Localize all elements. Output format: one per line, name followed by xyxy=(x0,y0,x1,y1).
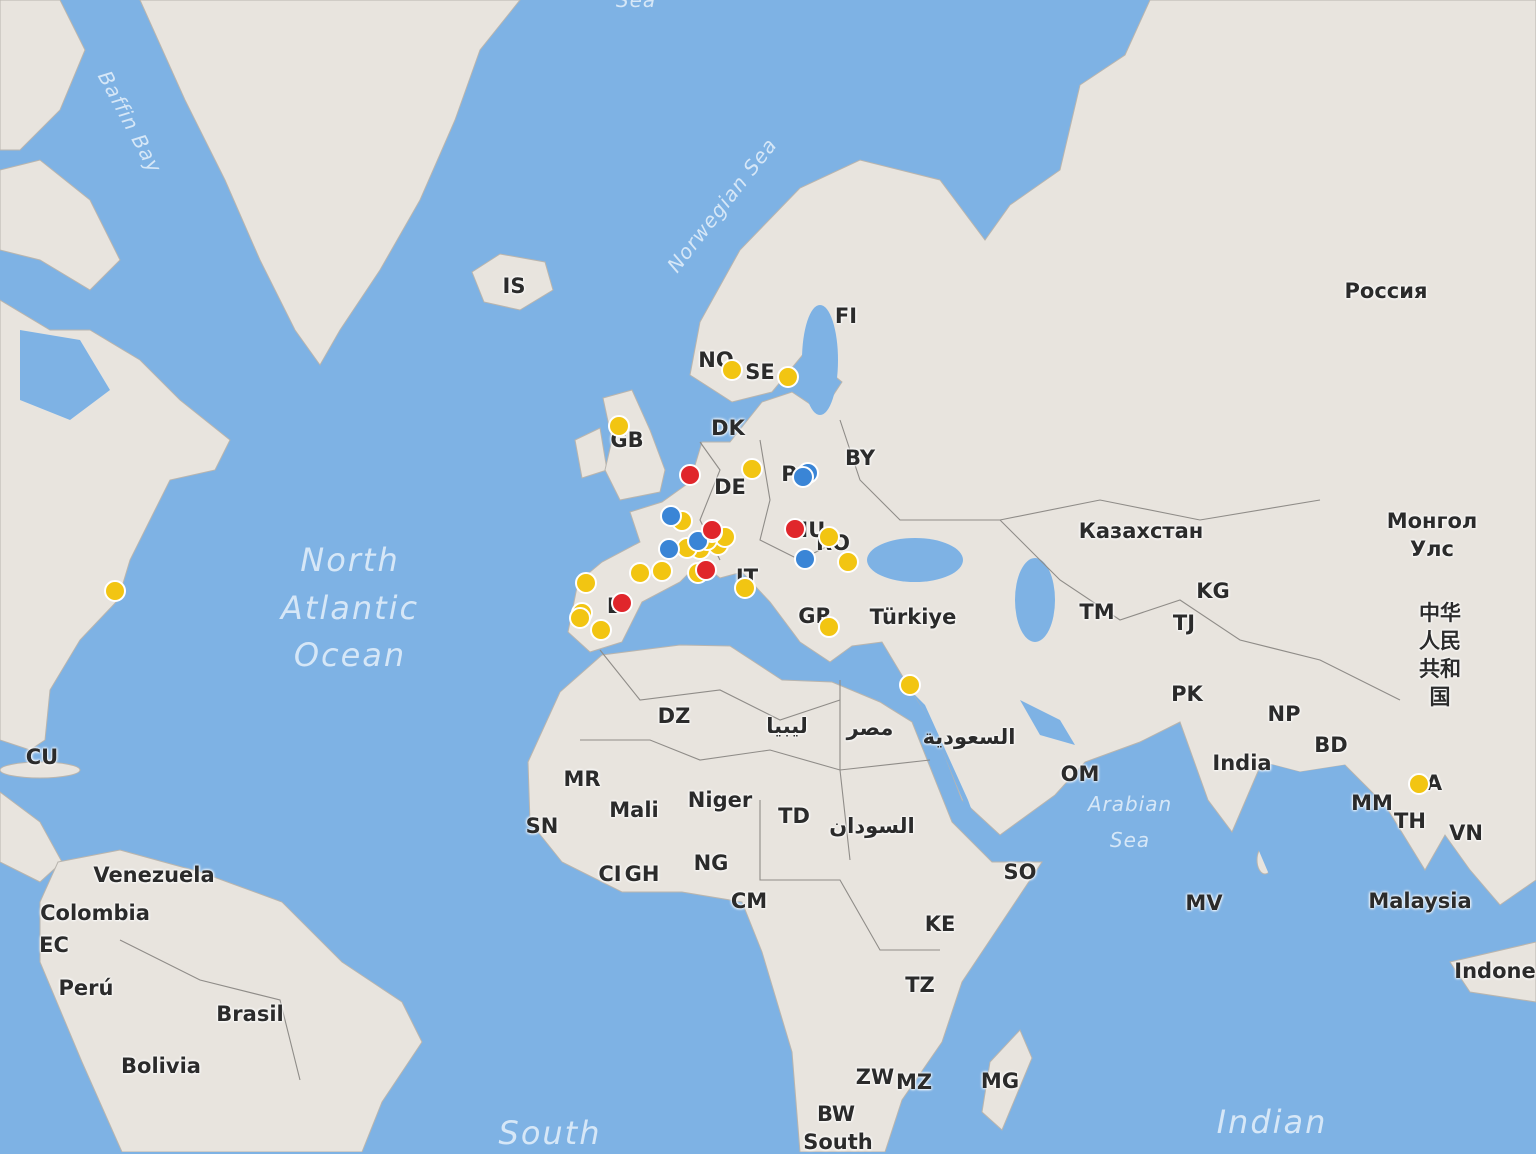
baffin-island xyxy=(0,159,121,291)
yellow-location-marker[interactable] xyxy=(589,618,612,641)
yellow-location-marker[interactable] xyxy=(721,358,744,381)
yellow-location-marker[interactable] xyxy=(777,366,799,389)
bay-of-bengal xyxy=(1250,762,1360,900)
greenland xyxy=(139,0,521,366)
red-sea xyxy=(912,692,990,860)
hudson-bay xyxy=(20,330,110,420)
yellow-location-marker[interactable] xyxy=(817,525,840,548)
yellow-location-marker[interactable] xyxy=(608,414,630,437)
yellow-location-marker[interactable] xyxy=(817,615,840,638)
yellow-location-marker[interactable] xyxy=(837,550,860,573)
yellow-location-marker[interactable] xyxy=(1407,773,1430,796)
south-america xyxy=(39,849,423,1152)
madagascar xyxy=(981,1029,1033,1131)
africa xyxy=(527,644,1043,1152)
yellow-location-marker[interactable] xyxy=(734,576,756,599)
caspian-sea xyxy=(1015,558,1055,642)
great-britain xyxy=(602,389,666,501)
blue-location-marker[interactable] xyxy=(794,547,817,570)
indonesia xyxy=(1449,941,1536,1003)
yellow-location-marker[interactable] xyxy=(629,562,652,585)
iceland xyxy=(471,253,554,311)
red-location-marker[interactable] xyxy=(611,592,634,615)
central-america xyxy=(0,791,63,883)
red-location-marker[interactable] xyxy=(783,517,806,540)
black-sea xyxy=(867,538,963,582)
yellow-location-marker[interactable] xyxy=(651,560,673,583)
persian-gulf xyxy=(1020,700,1075,745)
yellow-location-marker[interactable] xyxy=(104,580,126,602)
baltic-sea xyxy=(802,305,838,415)
blue-location-marker[interactable] xyxy=(660,505,683,528)
yellow-location-marker[interactable] xyxy=(568,607,591,629)
ireland xyxy=(574,427,608,479)
red-location-marker[interactable] xyxy=(694,559,717,582)
yellow-location-marker[interactable] xyxy=(574,571,597,594)
yellow-location-marker[interactable] xyxy=(740,458,763,481)
water-bodies xyxy=(20,305,1360,900)
blue-location-marker[interactable] xyxy=(657,537,680,560)
yellow-location-marker[interactable] xyxy=(899,674,922,697)
canada-arctic xyxy=(0,0,86,151)
red-location-marker[interactable] xyxy=(678,464,701,487)
red-location-marker[interactable] xyxy=(700,518,723,541)
blue-location-marker[interactable] xyxy=(792,465,815,488)
cuba xyxy=(0,761,81,779)
